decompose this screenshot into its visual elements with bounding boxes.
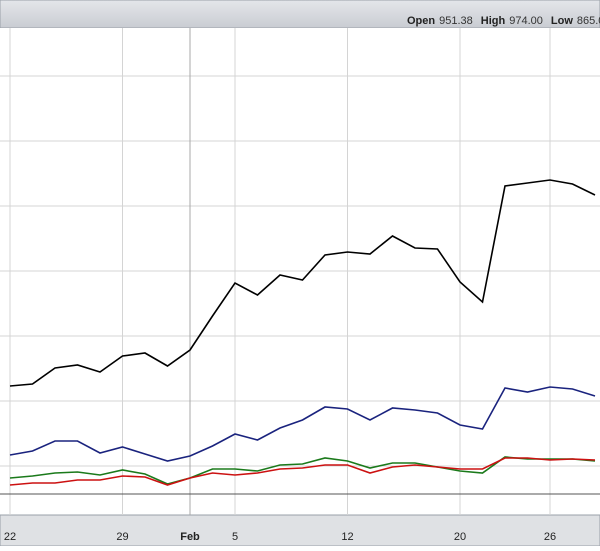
grid [0,28,600,515]
series-line [9,179,596,387]
x-tick-label: 12 [341,531,353,543]
x-tick-label: 26 [544,531,556,543]
series-line [9,457,596,486]
x-tick-label: 29 [116,531,128,543]
x-tick-label: Feb [180,531,200,543]
stat-value: 865.06 [577,15,600,27]
x-tick-label: 22 [4,531,16,543]
series-line [9,386,596,462]
stat-value: 951.38 [439,15,473,27]
stat-label: Open [407,15,435,27]
stat-label: Low [551,15,573,27]
lines [9,179,596,486]
x-tick-label: 5 [232,531,238,543]
x-tick-label: 20 [454,531,466,543]
stat-value: 974.00 [509,15,543,27]
stat-label: High [481,15,506,27]
x-axis-band [0,514,600,547]
